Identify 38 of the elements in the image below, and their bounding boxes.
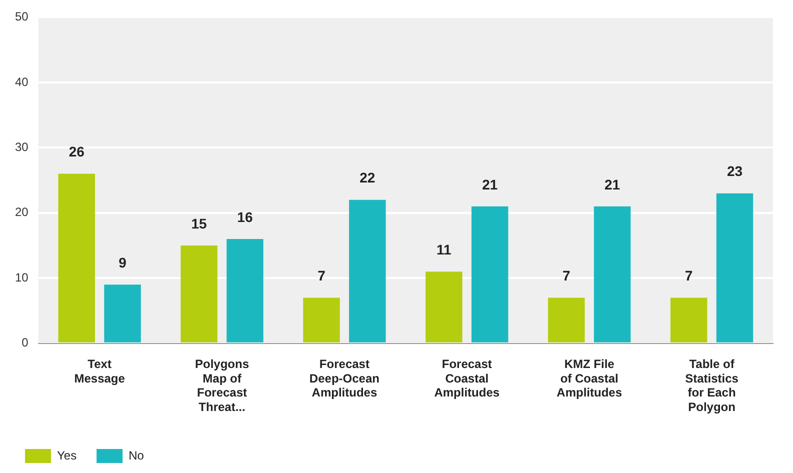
bar (58, 174, 95, 342)
bar (303, 298, 340, 342)
data-label: 16 (237, 208, 253, 225)
data-label: 7 (318, 268, 326, 284)
data-label: 9 (118, 254, 127, 271)
y-tick-label: 10 (14, 270, 29, 284)
data-label: 7 (562, 268, 570, 284)
bar (226, 239, 264, 342)
y-tick-label: 30 (14, 140, 29, 154)
y-tick-label: 50 (14, 10, 29, 24)
legend-label: Yes (57, 448, 77, 462)
bar (594, 206, 631, 342)
x-tick-label: Text Message (74, 356, 126, 386)
y-tick-label: 0 (22, 336, 29, 350)
bar (548, 298, 585, 342)
bar (670, 298, 708, 342)
x-tick-label: Forecast Coastal Amplitudes (434, 356, 500, 400)
data-label: 11 (436, 241, 452, 258)
data-label: 26 (68, 144, 85, 160)
legend-label: No (128, 448, 144, 462)
data-label: 22 (360, 170, 376, 186)
x-tick-label: Polygons Map of Forecast Threat... (195, 356, 250, 414)
data-label: 15 (191, 215, 208, 232)
data-label: 23 (726, 163, 743, 180)
x-tick-label: Table of Statistics for Each Polygon (685, 356, 739, 414)
x-tick-label: KMZ File of Coastal Amplitudes (556, 356, 622, 400)
y-tick-label: 40 (14, 74, 29, 89)
bar (104, 284, 141, 342)
data-label: 21 (482, 176, 498, 192)
bar (180, 246, 218, 342)
bar (349, 200, 386, 342)
bar (716, 193, 754, 342)
x-tick-label: Forecast Deep-Ocean Amplitudes (309, 356, 380, 400)
data-label: 21 (604, 176, 620, 192)
bar (426, 272, 462, 342)
y-tick-label: 20 (14, 205, 29, 220)
bar (471, 206, 508, 342)
data-label: 7 (684, 268, 693, 284)
